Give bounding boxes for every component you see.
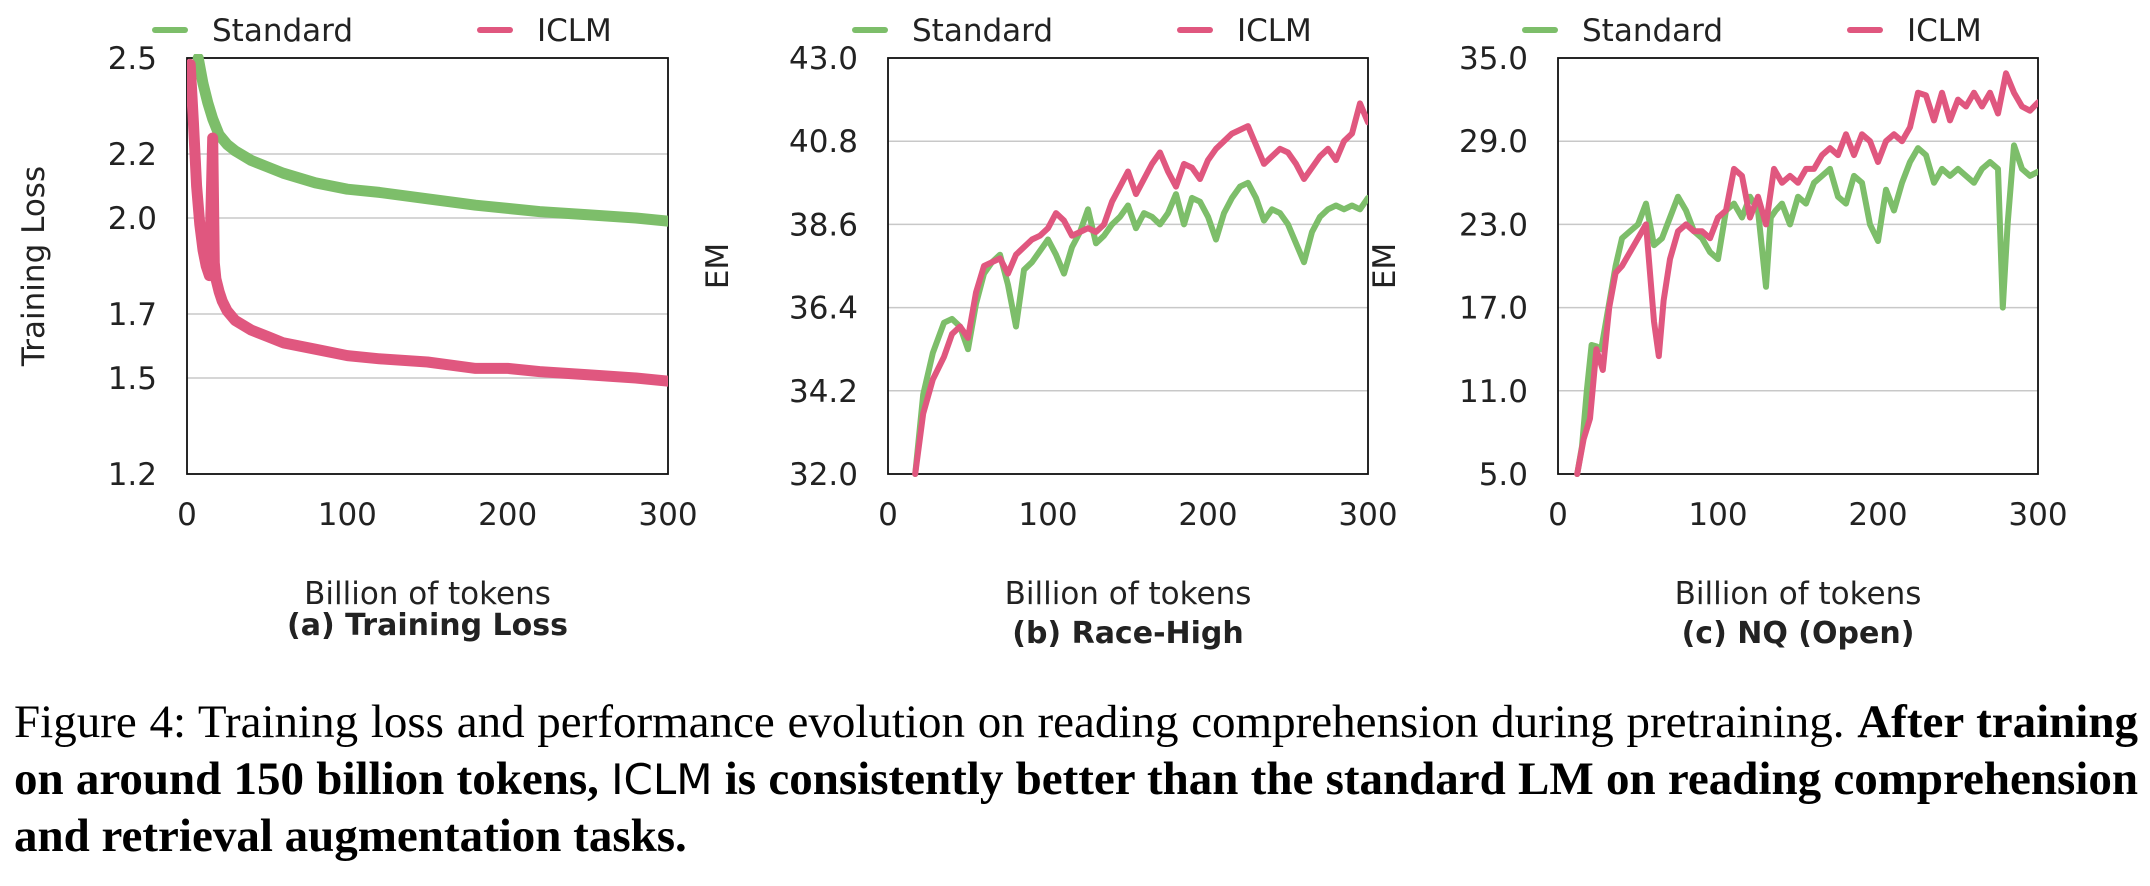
x-tick-label: 300 [2008,497,2067,533]
x-tick-label: 200 [478,497,537,533]
legend-label-iclm: ICLM [537,13,612,49]
y-tick-label: 2.0 [108,201,157,237]
caption-bold-end: is consistently better than the standard… [14,753,2138,862]
x-tick-label: 0 [177,497,197,533]
y-tick-label: 1.5 [108,361,157,397]
series-line-iclm [912,100,1368,477]
y-tick-label: 29.0 [1459,124,1528,160]
x-tick-label: 100 [1688,497,1747,533]
plot-frame [887,57,1369,475]
y-axis-title: EM [1367,243,1403,289]
legend-label-standard: Standard [912,13,1053,49]
y-tick-label: 1.7 [108,297,157,333]
x-tick-label: 0 [1548,497,1568,533]
figure-panels: 1.2 1.5 1.7 2.0 2.2 2.5 0 100 200 300 Billion of t… [16,13,2068,651]
plot-frame [186,57,669,475]
panel-caption: (c) NQ (Open) [1682,616,1915,651]
y-tick-label: 1.2 [108,457,157,493]
x-tick-label: 200 [1178,497,1237,533]
series-line-standard [1574,142,2038,477]
series-line-standard [192,54,668,227]
y-tick-label: 36.4 [789,291,858,327]
y-tick-label: 5.0 [1479,457,1528,493]
y-tick-label: 11.0 [1459,374,1528,410]
legend-label-standard: Standard [1582,13,1723,49]
y-axis-title: Training Loss [16,166,52,367]
x-tick-label: 100 [318,497,377,533]
x-axis-title: Billion of tokens [1675,576,1922,612]
y-tick-label: 43.0 [789,41,858,77]
y-tick-label: 35.0 [1459,41,1528,77]
chart-panel-3: 5.0 11.0 17.0 23.0 29.0 35.0 0 100 200 300 Billion… [1367,13,2068,651]
y-tick-label: 17.0 [1459,291,1528,327]
series-line-iclm [1574,70,2038,477]
caption-method-name: ICLM [611,755,713,804]
chart-panel-1: 1.2 1.5 1.7 2.0 2.2 2.5 0 100 200 300 Billion of t… [16,13,698,643]
series-line-iclm [187,58,668,387]
x-tick-label: 300 [638,497,697,533]
caption-prefix: Figure 4: Training loss and performance … [14,696,1845,748]
chart-panel-2: 32.0 34.2 36.4 38.6 40.8 43.0 0 100 200 300 Billio… [700,13,1398,651]
x-tick-label: 100 [1018,497,1077,533]
x-tick-label: 0 [878,497,898,533]
panel-caption: (b) Race-High [1012,616,1244,651]
y-tick-label: 38.6 [789,207,858,243]
figure-caption: Figure 4: Training loss and performance … [14,694,2138,865]
y-tick-label: 23.0 [1459,207,1528,243]
x-axis-title: Billion of tokens [1005,576,1252,612]
legend-label-standard: Standard [212,13,353,49]
x-tick-label: 200 [1848,497,1907,533]
y-tick-label: 40.8 [789,124,858,160]
plot-frame [1557,57,2039,475]
legend-label-iclm: ICLM [1907,13,1982,49]
y-tick-label: 34.2 [789,374,858,410]
legend-label-iclm: ICLM [1237,13,1312,49]
y-tick-label: 2.2 [108,137,157,173]
y-tick-label: 2.5 [108,41,157,77]
x-axis-title: Billion of tokens [304,576,551,612]
panel-caption: (a) Training Loss [287,608,568,643]
y-axis-title: EM [700,243,736,289]
series-line-standard [912,179,1368,477]
caption-bold-start: After training on around 150 billion tok… [14,696,2138,805]
y-tick-label: 32.0 [789,457,858,493]
x-tick-label: 300 [1338,497,1397,533]
